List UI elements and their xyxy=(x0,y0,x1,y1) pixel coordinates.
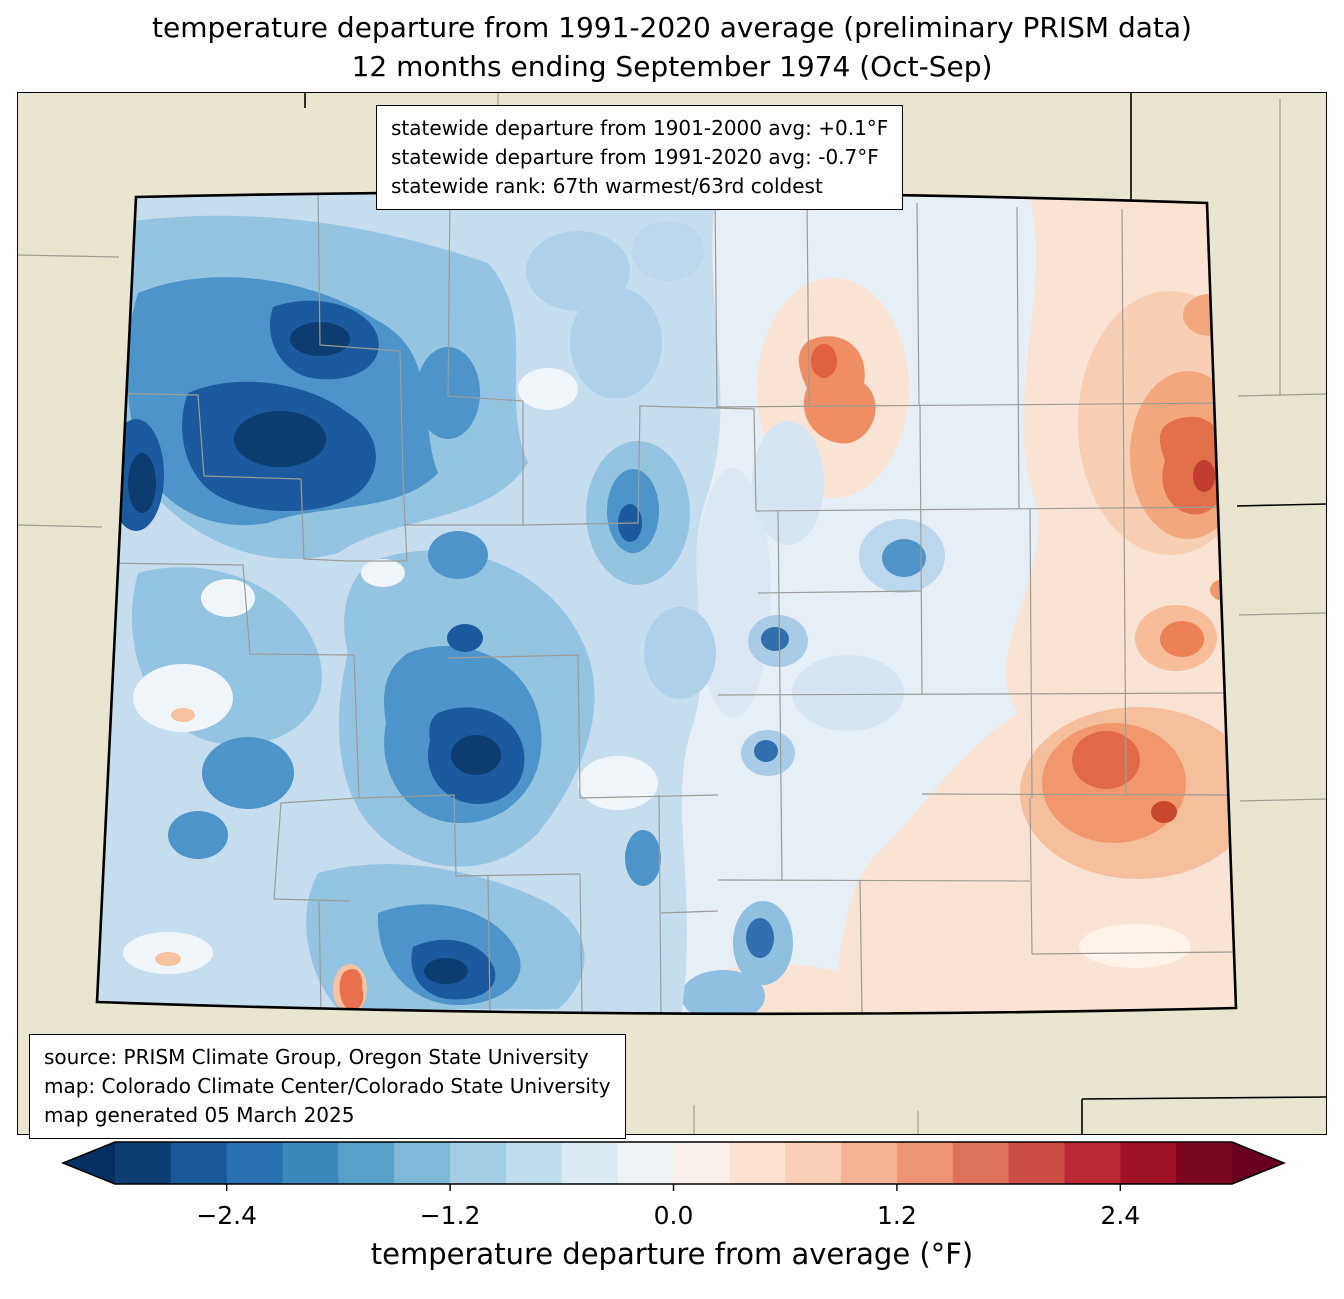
county-lines xyxy=(97,192,1236,1014)
stats-box: statewide departure from 1901-2000 avg: … xyxy=(376,105,904,211)
colorbar-tick: −2.4 xyxy=(196,1201,258,1231)
neighbor-state-lines xyxy=(304,93,1326,1135)
colorbar-under-arrow xyxy=(63,1142,115,1185)
colorbar-area: −2.4 −1.2 0.0 1.2 2.4 temperature departure … xyxy=(0,1139,1344,1271)
figure-title: temperature departure from 1991-2020 ave… xyxy=(0,8,1344,86)
title-line-2: 12 months ending September 1974 (Oct-Sep… xyxy=(351,50,993,84)
colorbar-segments xyxy=(115,1142,1233,1185)
colorbar-outline xyxy=(60,1141,1287,1186)
source-box: source: PRISM Climate Group, Oregon Stat… xyxy=(29,1034,626,1140)
title-line-1: temperature departure from 1991-2020 ave… xyxy=(152,11,1192,44)
stats-line-1: statewide departure from 1901-2000 avg: … xyxy=(391,116,889,141)
source-line-3: map generated 05 March 2025 xyxy=(44,1103,355,1128)
neighbor-county-lines xyxy=(18,93,1326,1135)
colorbar-tick: 1.2 xyxy=(877,1201,917,1231)
colorbar-tick: 2.4 xyxy=(1100,1201,1141,1231)
map-axes: statewide departure from 1901-2000 avg: … xyxy=(17,92,1327,1140)
colorbar xyxy=(60,1141,1287,1192)
colorado-map xyxy=(18,93,1326,1135)
stats-line-2: statewide departure from 1991-2020 avg: … xyxy=(391,145,879,170)
source-line-1: source: PRISM Climate Group, Oregon Stat… xyxy=(44,1045,589,1070)
colorbar-tick-labels: −2.4 −1.2 0.0 1.2 2.4 xyxy=(0,1201,1344,1235)
colorbar-tick-marks xyxy=(225,1184,1122,1192)
colorbar-over-arrow xyxy=(1232,1142,1284,1185)
temperature-field xyxy=(97,192,1236,1015)
colorbar-label: temperature departure from average (°F) xyxy=(370,1237,974,1272)
colorbar-tick: −1.2 xyxy=(419,1201,481,1231)
stats-line-3: statewide rank: 67th warmest/63rd coldes… xyxy=(391,174,823,199)
source-line-2: map: Colorado Climate Center/Colorado St… xyxy=(44,1074,611,1099)
colorbar-tick: 0.0 xyxy=(653,1201,694,1231)
